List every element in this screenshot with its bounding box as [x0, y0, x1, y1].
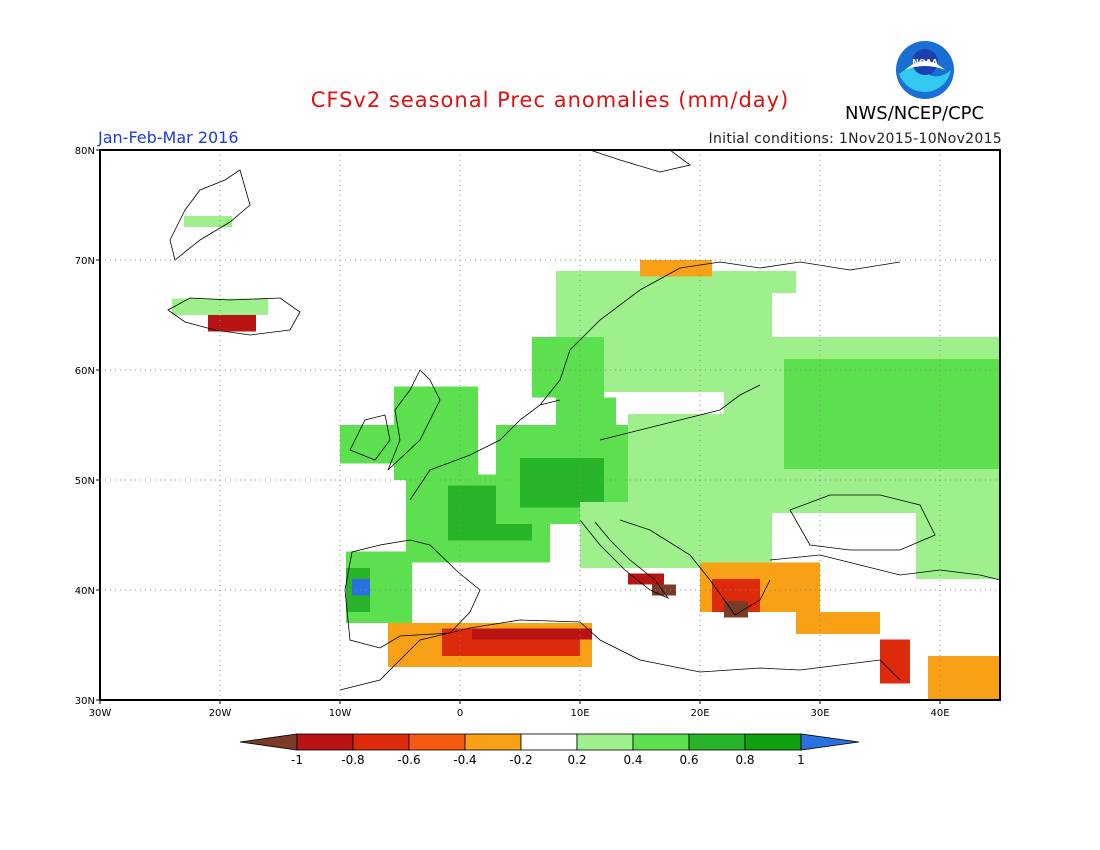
colorbar-label: 1 [797, 753, 805, 767]
lon-tick-label: 10E [570, 708, 589, 719]
region-kola [712, 271, 796, 293]
region-levant-dry [880, 639, 910, 684]
region-norway-wet [532, 337, 604, 398]
axis-ticks: 30W 20W 10W 0 10E 20E 30E 40E 30N 40N 50N 60N 70N 80N [75, 146, 950, 719]
region-iceland-north [172, 298, 268, 315]
region-central-europe-wet [520, 458, 604, 508]
coast-ireland [349, 414, 391, 461]
region-portugal-max [352, 579, 370, 596]
colorbar-segment [296, 733, 354, 751]
colorbar-segment [632, 733, 690, 751]
region-russia-wet [784, 359, 1000, 469]
region-italy-south-dry [628, 573, 664, 585]
coast-africa [339, 619, 901, 691]
coast-balkans [619, 519, 771, 616]
lat-tick-label: 40N [75, 586, 95, 597]
graticule [100, 150, 1000, 700]
coast-scandinavia [539, 261, 901, 406]
lon-tick-label: 10W [329, 708, 352, 719]
lat-tick-label: 70N [75, 256, 95, 267]
coastlines [167, 149, 1001, 691]
region-italy-heel [652, 584, 676, 596]
lon-tick-label: 20W [209, 708, 232, 719]
coast-iceland [167, 297, 301, 336]
colorbar-segment [408, 733, 466, 751]
colorbar-label: -0.2 [509, 753, 532, 767]
region-norway-north-dry [640, 260, 712, 277]
lon-tick-label: 40E [930, 708, 949, 719]
colorbar-label: -1 [291, 753, 303, 767]
region-greece-core [724, 601, 748, 618]
noaa-logo-icon: NOAA [896, 41, 954, 99]
lat-tick-label: 80N [75, 146, 95, 157]
anomaly-regions [172, 216, 1000, 700]
coast-svalbard [589, 149, 691, 173]
lat-tick-label: 50N [75, 476, 95, 487]
colorbar-segment [464, 733, 522, 751]
coast-blacksea [789, 494, 936, 551]
colorbar-label: 0.2 [567, 753, 586, 767]
colorbar-label: -0.4 [453, 753, 476, 767]
coast-iberia [344, 539, 481, 649]
region-algeria-core [472, 628, 592, 640]
lon-tick-label: 30E [810, 708, 829, 719]
region-britain [394, 386, 478, 480]
colorbar-arrow-high [800, 733, 860, 751]
map-frame [99, 149, 1001, 701]
colorbar-segment [688, 733, 746, 751]
colorbar-arrow-low [239, 733, 298, 751]
agency-label: NWS/NCEP/CPC [845, 103, 985, 124]
region-iceland-west-dry [208, 315, 256, 332]
colorbar-segment [576, 733, 634, 751]
season-label: Jan-Feb-Mar 2016 [98, 128, 239, 147]
colorbar-label: -0.6 [397, 753, 420, 767]
coast-italy [579, 519, 670, 599]
lon-tick-label: 0 [457, 708, 463, 719]
region-ireland [340, 425, 394, 464]
colorbar-label: 0.4 [623, 753, 642, 767]
logo-text: NOAA [912, 58, 938, 67]
coast-greenland [169, 169, 251, 261]
colorbar-label: 0.8 [735, 753, 754, 767]
colorbar-segment [520, 733, 578, 751]
region-iraq-dry [928, 656, 1000, 700]
region-turkey-south [796, 612, 880, 634]
colorbar-label: -0.8 [341, 753, 364, 767]
colorbar-label: 0.6 [679, 753, 698, 767]
initial-conditions-label: Initial conditions: 1Nov2015-10Nov2015 [708, 131, 1002, 147]
map-title: CFSv2 seasonal Prec anomalies (mm/day) [310, 88, 790, 112]
region-denmark [556, 397, 616, 436]
lat-tick-label: 60N [75, 366, 95, 377]
colorbar: -1 -0.8 -0.6 -0.4 -0.2 0.2 0.4 0.6 0.8 1 [239, 733, 860, 767]
colorbar-segment [744, 733, 802, 751]
lon-tick-label: 20E [690, 708, 709, 719]
region-ukraine-south [916, 513, 1000, 579]
lon-tick-label: 30W [89, 708, 112, 719]
region-greenland-east [184, 216, 232, 227]
colorbar-segment [352, 733, 410, 751]
lat-tick-label: 30N [75, 696, 95, 707]
